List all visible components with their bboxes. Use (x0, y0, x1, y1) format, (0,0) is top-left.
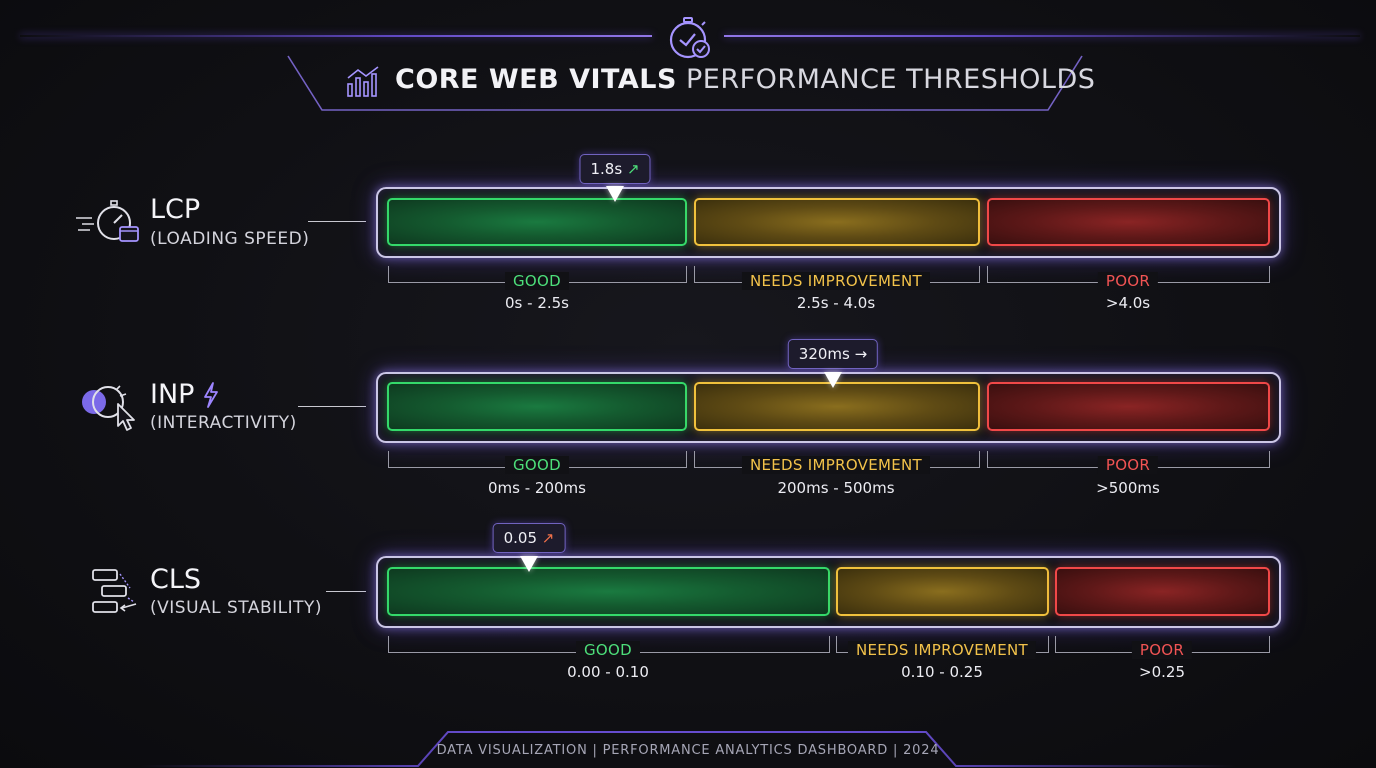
marker-label-inp: 320ms → (787, 339, 879, 369)
band-range-cls-good: 0.00 - 0.10 (567, 663, 649, 681)
band-range-cls-poor: >0.25 (1139, 663, 1185, 681)
bar-frame-lcp (376, 187, 1281, 258)
band-range-inp-poor: >500ms (1096, 479, 1160, 497)
band-range-inp-good: 0ms - 200ms (488, 479, 586, 497)
bar-segment-lcp-needs-improvement (694, 198, 980, 246)
title-bold: CORE WEB VITALS (395, 64, 677, 95)
band-label-cls-ni: NEEDS IMPROVEMENT (847, 641, 1037, 659)
bar-chart-trend-icon (347, 66, 379, 97)
bar-segment-cls-poor (1055, 567, 1270, 616)
bar-segment-cls-needs-improvement (836, 567, 1049, 616)
bar-segment-inp-poor (987, 382, 1270, 431)
band-range-cls-ni: 0.10 - 0.25 (901, 663, 983, 681)
marker-label-lcp: 1.8s ↗ (579, 154, 651, 184)
band-label-lcp-ni: NEEDS IMPROVEMENT (741, 272, 931, 290)
lightning-icon (204, 382, 218, 408)
leader-line-cls (326, 591, 366, 592)
band-label-cls-poor: POOR (1131, 641, 1193, 659)
marker-label-cls: 0.05 ↗ (492, 523, 566, 553)
marker-value-cls: 0.05 (503, 529, 538, 547)
title-frame (287, 55, 1083, 111)
band-range-lcp-ni: 2.5s - 4.0s (796, 294, 876, 312)
band-label-inp-good: GOOD (505, 456, 569, 474)
bar-segment-lcp-poor (987, 198, 1270, 246)
layout-shift-icon (92, 569, 137, 613)
marker-value-inp: 320ms (798, 345, 850, 363)
trend-up-icon: ↗ (541, 529, 555, 547)
metric-name-inp: INP (150, 379, 195, 410)
band-label-lcp-poor: POOR (1097, 272, 1159, 290)
stopwatch-window-icon (76, 200, 139, 242)
leader-line-inp (298, 406, 366, 407)
band-label-cls-good: GOOD (576, 641, 640, 659)
bar-segment-inp-needs-improvement (694, 382, 980, 431)
trend-right-icon: → (854, 345, 868, 363)
band-label-inp-ni: NEEDS IMPROVEMENT (741, 456, 931, 474)
metric-subtitle-lcp: (LOADING SPEED) (150, 229, 310, 249)
title-rest: PERFORMANCE THRESHOLDS (686, 64, 1096, 95)
bar-segment-lcp-good (387, 198, 687, 246)
metric-name-cls: CLS (150, 564, 202, 595)
bar-segment-inp-good (387, 382, 687, 431)
header-line-right (724, 35, 1360, 37)
band-range-lcp-poor: >4.0s (1105, 294, 1151, 312)
leader-line-lcp (308, 221, 366, 222)
band-range-lcp-good: 0s - 2.5s (505, 294, 569, 312)
page-title: CORE WEB VITALS PERFORMANCE THRESHOLDS (395, 64, 1095, 95)
metric-name-lcp: LCP (150, 194, 201, 225)
header-line-left (20, 35, 652, 37)
footer-caption: DATA VISUALIZATION | PERFORMANCE ANALYTI… (436, 743, 940, 758)
trend-up-icon: ↗ (626, 160, 640, 178)
band-label-inp-poor: POOR (1097, 456, 1159, 474)
bar-frame-cls (376, 556, 1281, 628)
marker-pointer-cls (520, 556, 538, 572)
stopwatch-check-icon (669, 17, 710, 59)
metric-subtitle-cls: (VISUAL STABILITY) (150, 598, 323, 618)
metric-subtitle-inp: (INTERACTIVITY) (150, 413, 297, 433)
footer-frame (140, 731, 1236, 767)
marker-pointer-lcp (606, 186, 624, 202)
marker-pointer-inp (824, 372, 842, 388)
band-label-lcp-good: GOOD (505, 272, 569, 290)
marker-value-lcp: 1.8s (590, 160, 623, 178)
bar-segment-cls-good (387, 567, 830, 616)
cursor-click-icon (82, 385, 135, 431)
band-range-inp-ni: 200ms - 500ms (777, 479, 895, 497)
